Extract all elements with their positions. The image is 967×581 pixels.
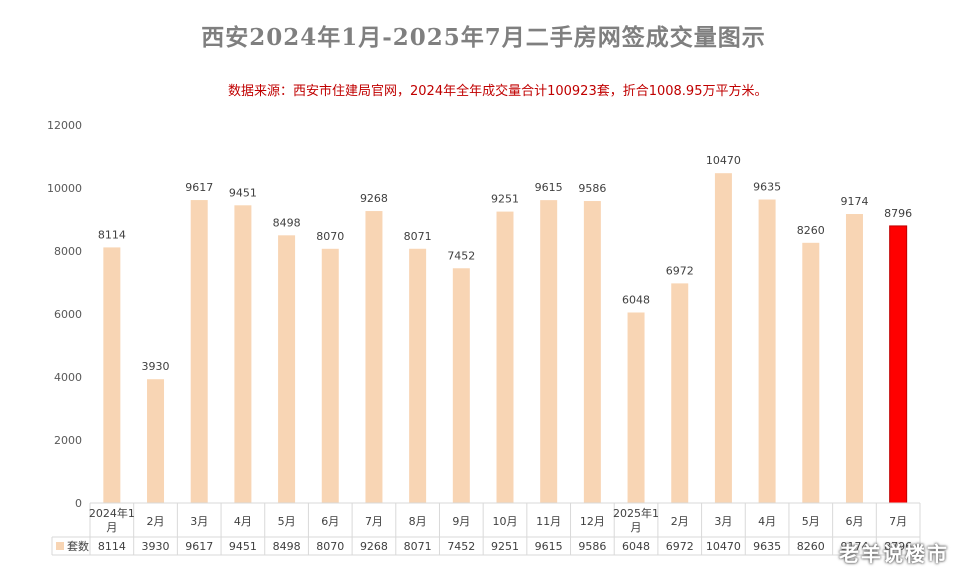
y-tick-label: 4000 [54, 371, 82, 384]
data-label: 10470 [706, 154, 741, 167]
table-value: 3930 [142, 540, 170, 553]
data-label: 9251 [491, 193, 519, 206]
x-tick-label: 3月 [714, 515, 732, 528]
data-label: 9268 [360, 192, 388, 205]
x-tick-label: 4月 [234, 515, 252, 528]
x-tick-label: 2025年1 月 [613, 506, 659, 534]
bar [278, 235, 296, 504]
x-tick-label: 4月 [758, 515, 776, 528]
y-axis: 0 2000 4000 6000 8000 10000 12000 [47, 119, 82, 510]
y-tick-label: 12000 [47, 119, 82, 132]
table-value: 8114 [98, 540, 126, 553]
table-value: 9586 [578, 540, 606, 553]
data-label: 6972 [666, 264, 694, 277]
bar [147, 379, 165, 503]
legend-swatch [56, 542, 64, 550]
table-value: 9635 [753, 540, 781, 553]
bar [627, 312, 645, 503]
x-tick-label: 6月 [845, 515, 863, 528]
x-tick-label: 3月 [190, 515, 208, 528]
x-tick-label: 12月 [580, 515, 605, 528]
bar [365, 211, 383, 504]
table-value: 7452 [447, 540, 475, 553]
y-tick-label: 10000 [47, 182, 82, 195]
table-value: 8498 [273, 540, 301, 553]
table-value: 6972 [666, 540, 694, 553]
table-value: 9451 [229, 540, 257, 553]
y-tick-label: 2000 [54, 434, 82, 447]
x-tick-label: 7月 [889, 515, 907, 528]
table-value: 9174 [840, 540, 868, 553]
chart-subtitle: 数据来源：西安市住建局官网，2024年全年成交量合计100923套，折合1008… [228, 84, 768, 99]
bar [802, 242, 820, 503]
x-tick-label: 2月 [147, 515, 165, 528]
data-label: 9617 [185, 181, 213, 194]
data-label: 6048 [622, 293, 650, 306]
x-tick-label: 11月 [536, 515, 561, 528]
x-tick-label: 7月 [365, 515, 383, 528]
bars [103, 173, 908, 504]
data-label: 8070 [316, 230, 344, 243]
data-labels: 8114 3930 9617 9451 8498 8070 9268 8071 7452 9251… [98, 154, 912, 373]
data-label: 8260 [797, 224, 825, 237]
table-value: 8796 [884, 540, 912, 553]
bar [321, 248, 339, 503]
x-tick-label: 9月 [452, 515, 470, 528]
table-value: 8070 [316, 540, 344, 553]
bar [758, 199, 776, 503]
bar [671, 283, 689, 503]
bar [889, 225, 908, 504]
data-label: 7452 [447, 249, 475, 262]
bar [452, 268, 470, 503]
table-value: 8071 [404, 540, 432, 553]
data-label: 9451 [229, 186, 257, 199]
data-label: 8796 [884, 207, 912, 220]
table-value: 10470 [706, 540, 741, 553]
bar [714, 173, 732, 503]
table-value: 9268 [360, 540, 388, 553]
watermark: 老羊说楼市 [839, 542, 949, 566]
table-value: 6048 [622, 540, 650, 553]
x-tick-label: 2月 [671, 515, 689, 528]
data-label: 8071 [404, 230, 432, 243]
x-tick-label: 6月 [321, 515, 339, 528]
x-tick-label: 5月 [278, 515, 296, 528]
data-label: 9174 [840, 195, 868, 208]
bar [540, 200, 558, 503]
table-value: 9617 [185, 540, 213, 553]
data-label: 9635 [753, 180, 781, 193]
table-value: 9615 [535, 540, 563, 553]
bar [103, 247, 121, 503]
y-tick-label: 0 [75, 497, 82, 510]
data-label: 8114 [98, 228, 126, 241]
bar [845, 214, 863, 504]
y-tick-label: 8000 [54, 245, 82, 258]
bar [190, 200, 208, 503]
table-value: 9251 [491, 540, 519, 553]
bar [583, 201, 601, 503]
legend-label: 套数 [67, 540, 89, 553]
bar [496, 211, 514, 503]
chart-title: 西安2024年1月-2025年7月二手房网签成交量图示 [201, 24, 766, 51]
data-label: 9615 [535, 181, 563, 194]
bar [234, 205, 252, 503]
y-tick-label: 6000 [54, 308, 82, 321]
data-label: 8498 [273, 216, 301, 229]
data-label: 9586 [578, 182, 606, 195]
data-label: 3930 [142, 360, 170, 373]
x-tick-label: 5月 [802, 515, 820, 528]
x-tick-label: 2024年1 月 [89, 506, 135, 534]
table-value: 8260 [797, 540, 825, 553]
x-tick-label: 8月 [409, 515, 427, 528]
bar [409, 248, 427, 503]
x-tick-label: 10月 [493, 515, 518, 528]
